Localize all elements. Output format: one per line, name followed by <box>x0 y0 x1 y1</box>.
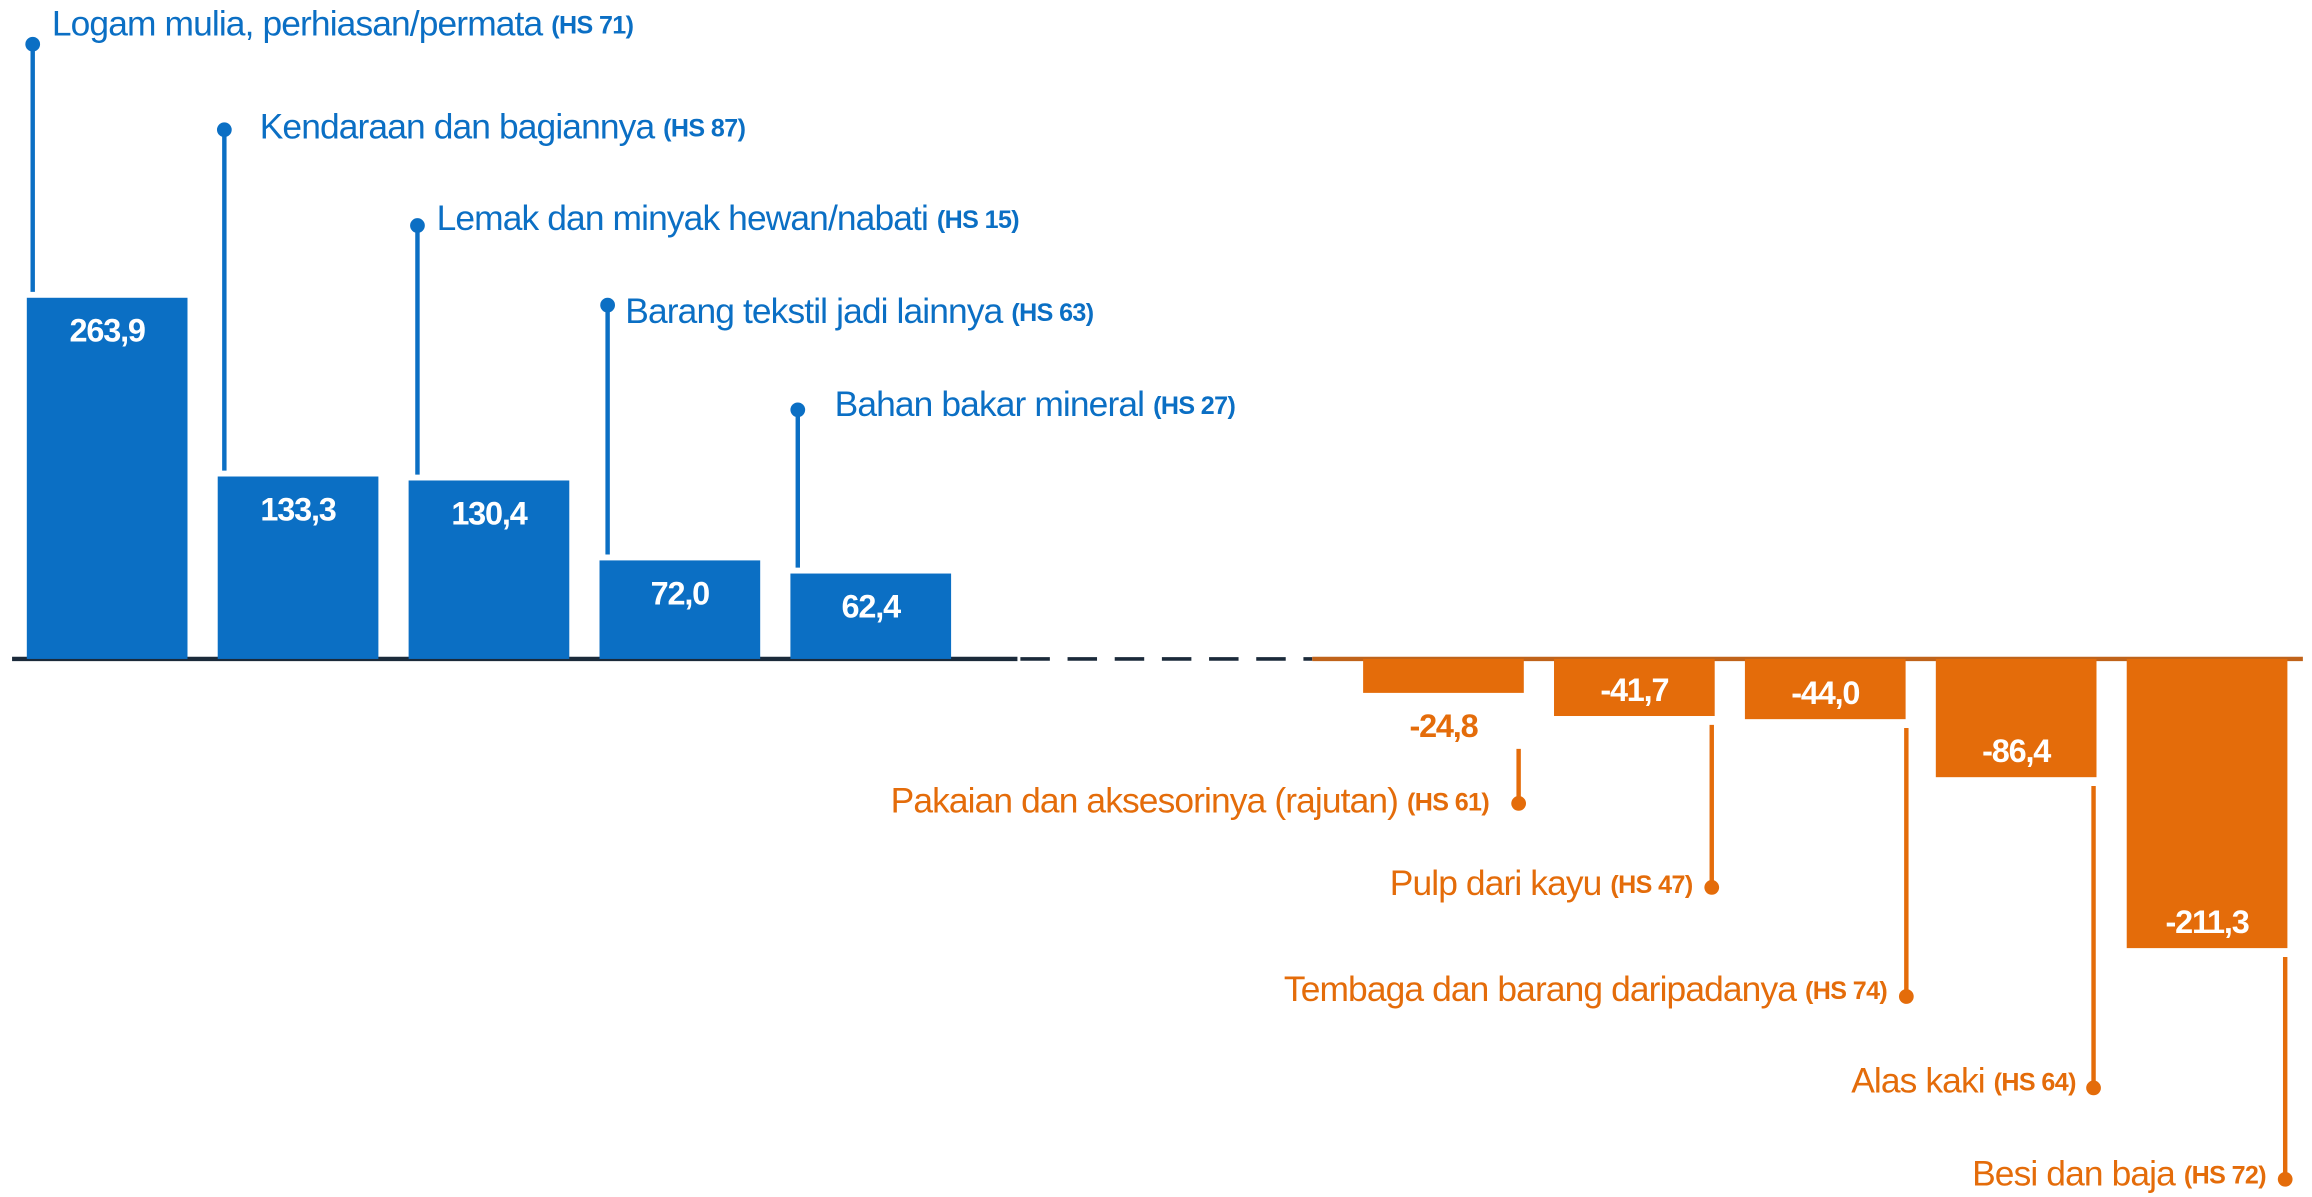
value-label: -211,3 <box>2166 904 2249 940</box>
category-code: (HS 27) <box>1153 391 1235 419</box>
leader-dot <box>410 218 425 233</box>
value-label: 133,3 <box>260 491 335 527</box>
category-code: (HS 15) <box>937 206 1019 234</box>
leader-dot <box>600 297 615 313</box>
leader-dot <box>2086 1080 2101 1096</box>
bar <box>1363 658 1524 693</box>
value-label: 72,0 <box>651 575 710 611</box>
leader-dot <box>1704 880 1720 895</box>
leader-dot <box>1511 796 1527 811</box>
category-name: Logam mulia, perhiasan/permata <box>52 5 544 44</box>
bar <box>1554 658 1715 717</box>
category-name: Lemak dan minyak hewan/nabati <box>437 199 928 238</box>
category-label: Bahan bakar mineral (HS 27) <box>835 385 1236 424</box>
category-code: (HS 63) <box>1011 299 1093 327</box>
category-label: Lemak dan minyak hewan/nabati (HS 15) <box>437 199 1020 238</box>
leader-dot <box>790 402 806 418</box>
bar <box>26 297 188 659</box>
bar <box>790 573 952 659</box>
category-label: Kendaraan dan bagiannya (HS 87) <box>260 108 746 147</box>
value-label: -86,4 <box>1982 733 2051 769</box>
category-name: Besi dan baja <box>1972 1155 2176 1194</box>
value-label: -44,0 <box>1791 675 1859 711</box>
category-name: Alas kaki <box>1851 1062 1985 1101</box>
bar <box>2126 658 2288 949</box>
category-label: Logam mulia, perhiasan/permata (HS 71) <box>52 5 634 44</box>
bar <box>408 480 570 659</box>
category-label: Besi dan baja (HS 72) <box>1972 1155 2266 1194</box>
category-code: (HS 61) <box>1407 788 1489 816</box>
value-label: 130,4 <box>451 495 527 531</box>
category-name: Bahan bakar mineral <box>835 385 1144 424</box>
leader-dot <box>25 36 41 52</box>
category-code: (HS 72) <box>2184 1161 2266 1189</box>
category-label: Barang tekstil jadi lainnya (HS 63) <box>625 292 1093 331</box>
category-label: Pakaian dan aksesorinya (rajutan) (HS 61… <box>891 782 1490 821</box>
category-code: (HS 64) <box>1994 1068 2076 1096</box>
category-code: (HS 71) <box>551 11 633 39</box>
category-code: (HS 87) <box>663 114 745 142</box>
value-label: -41,7 <box>1600 672 1668 708</box>
bar <box>217 476 379 659</box>
category-code: (HS 74) <box>1805 977 1887 1005</box>
bar <box>599 560 761 659</box>
category-code: (HS 47) <box>1610 871 1692 899</box>
category-label: Pulp dari kayu (HS 47) <box>1390 864 1693 903</box>
value-label: 263,9 <box>70 313 145 349</box>
category-label: Tembaga dan barang daripadanya (HS 74) <box>1284 970 1888 1009</box>
category-name: Barang tekstil jadi lainnya <box>625 292 1003 331</box>
leader-dot <box>2277 1171 2293 1187</box>
category-label: Alas kaki (HS 64) <box>1851 1062 2076 1101</box>
leader-dot <box>1898 989 1914 1004</box>
bar <box>1744 658 1906 720</box>
category-name: Pulp dari kayu <box>1390 864 1602 903</box>
value-label: -24,8 <box>1409 708 1478 744</box>
value-label: 62,4 <box>842 588 902 624</box>
category-name: Tembaga dan barang daripadanya <box>1284 970 1797 1009</box>
category-name: Kendaraan dan bagiannya <box>260 108 656 147</box>
category-name: Pakaian dan aksesorinya (rajutan) <box>891 782 1398 821</box>
bar <box>1935 658 2097 778</box>
leader-dot <box>216 122 232 138</box>
